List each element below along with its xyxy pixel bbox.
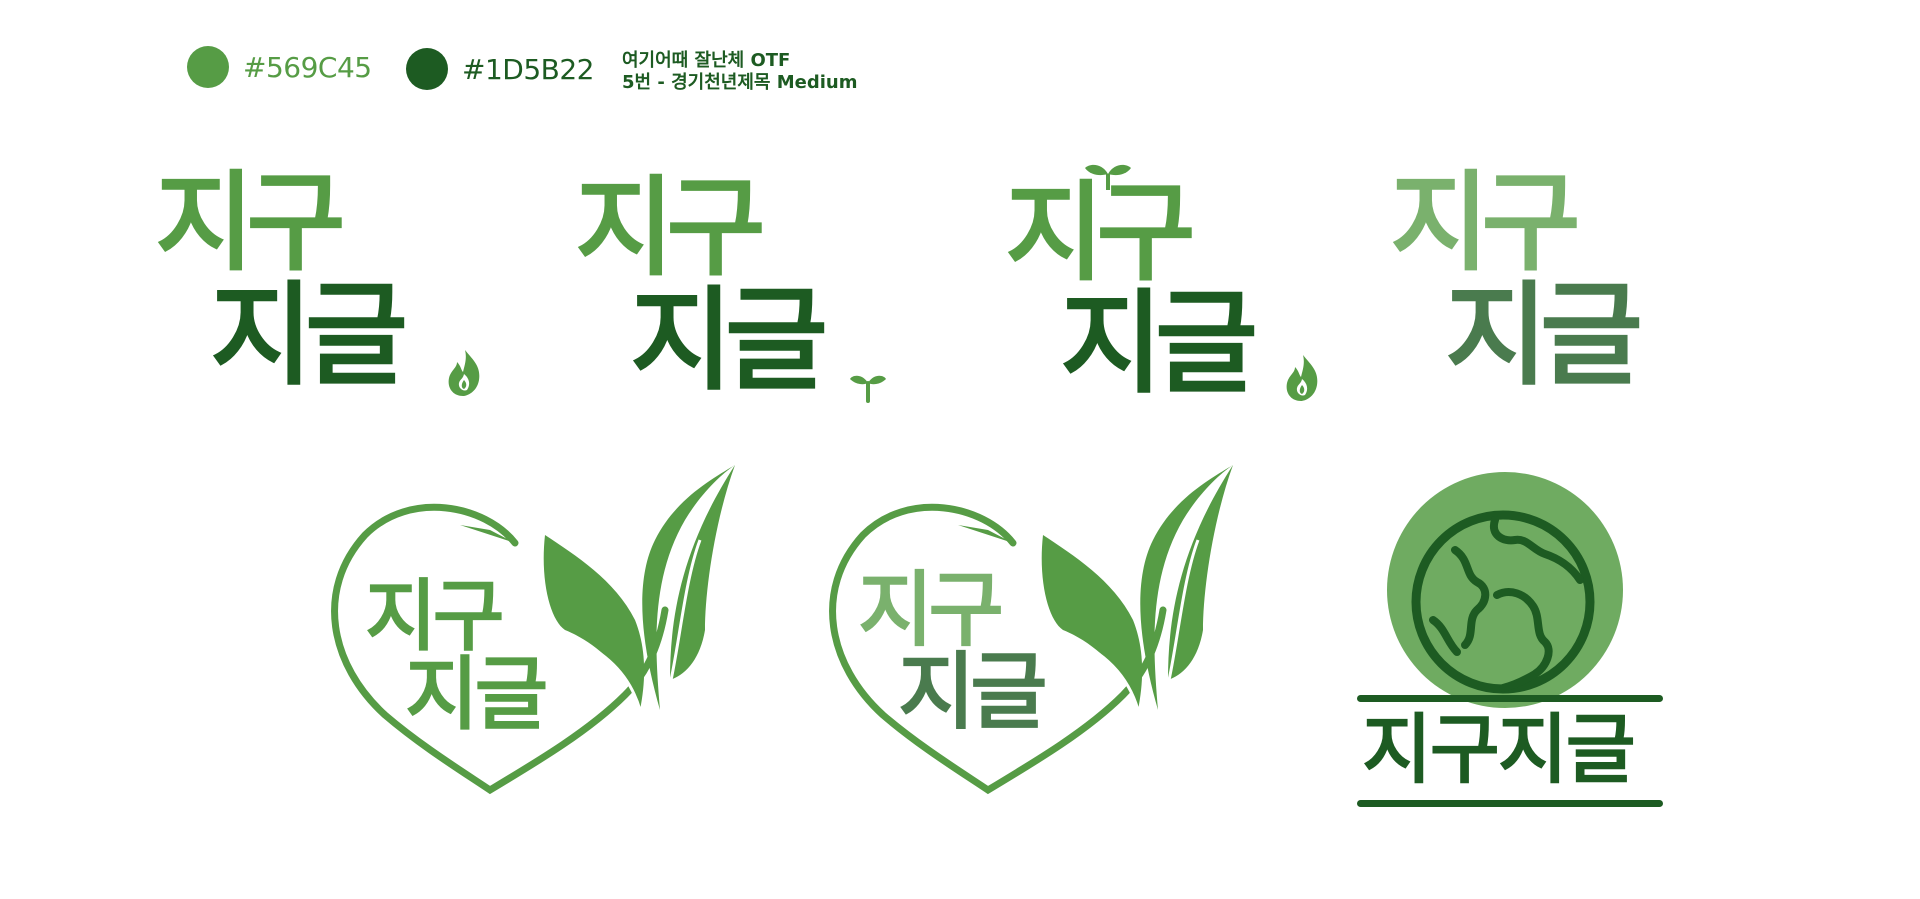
globe-icon bbox=[1387, 472, 1623, 708]
primary-color-hex: #569C45 bbox=[243, 50, 372, 84]
globe-logo: 지구지글 bbox=[1350, 470, 1670, 810]
heart-logo-bottom-text: 지글 bbox=[405, 648, 548, 741]
logo-top-text: 지구 bbox=[155, 161, 346, 286]
logo-variant-4: 지구 지글 bbox=[1390, 170, 1730, 420]
color-swatch-secondary: #1D5B22 bbox=[406, 48, 595, 90]
logo-bottom-text: 지글 bbox=[210, 271, 408, 401]
logo-bottom-text: 지글 bbox=[1445, 271, 1643, 401]
logo-top-text: 지구 bbox=[575, 166, 766, 291]
heart-logo-top-text: 지구 bbox=[365, 572, 505, 662]
font-note-line2: 5번 - 경기천년제목 Medium bbox=[622, 72, 858, 93]
logo-variant-2: 지구 지글 bbox=[575, 175, 915, 425]
heart-outline-icon bbox=[829, 503, 1167, 795]
heart-outline-icon bbox=[331, 503, 669, 795]
divider-bottom bbox=[1357, 800, 1663, 807]
color-swatch-primary: #569C45 bbox=[187, 46, 372, 88]
fire-icon bbox=[1286, 355, 1318, 401]
primary-color-dot bbox=[187, 46, 229, 88]
heart-logo-1: 지구 지글 bbox=[310, 460, 740, 810]
leaf-icon bbox=[1041, 465, 1233, 711]
logo-top-text: 지구 bbox=[1390, 161, 1581, 286]
globe-logo-text: 지구지글 bbox=[1362, 705, 1636, 794]
sprout-icon bbox=[850, 375, 886, 403]
logo-bottom-text: 지글 bbox=[1060, 279, 1258, 409]
logo-variant-1: 지구 지글 bbox=[155, 170, 495, 420]
fire-icon bbox=[448, 350, 480, 396]
logo-top-text: 지구 bbox=[1005, 171, 1196, 296]
divider-top bbox=[1357, 695, 1663, 702]
secondary-color-dot bbox=[406, 48, 448, 90]
logo-bottom-text: 지글 bbox=[630, 276, 828, 406]
font-notes: 여기어때 잘난체 OTF 5번 - 경기천년제목 Medium bbox=[622, 50, 857, 94]
secondary-color-hex: #1D5B22 bbox=[462, 52, 595, 86]
sprout-icon bbox=[1085, 164, 1131, 190]
font-note-line1: 여기어때 잘난체 OTF bbox=[622, 50, 791, 71]
heart-logo-top-text: 지구 bbox=[858, 563, 1004, 658]
logo-variant-3: 지구 지글 bbox=[1005, 160, 1345, 420]
heart-logo-2: 지구 지글 bbox=[808, 460, 1238, 810]
leaf-icon bbox=[543, 465, 735, 711]
heart-logo-bottom-text: 지글 bbox=[898, 643, 1048, 741]
